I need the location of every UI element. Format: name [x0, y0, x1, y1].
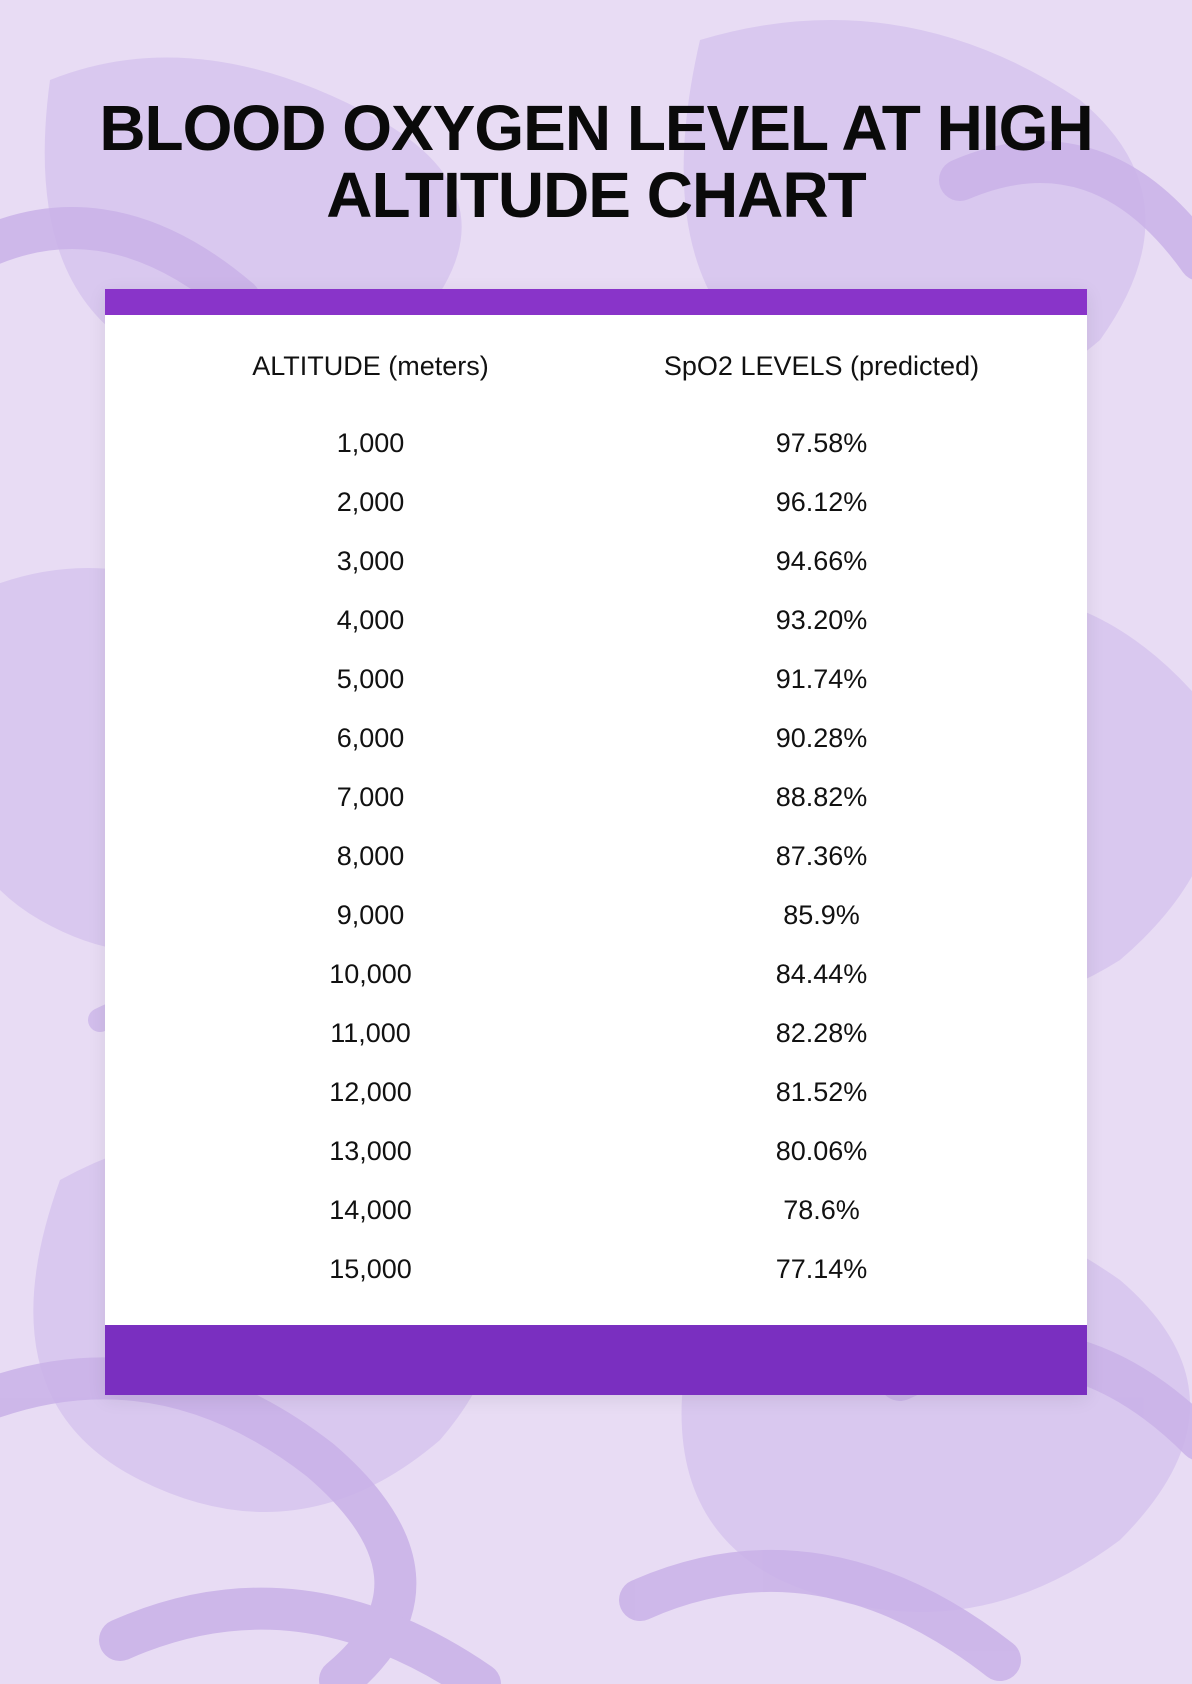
cell-altitude: 11,000	[145, 1018, 596, 1049]
cell-altitude: 5,000	[145, 664, 596, 695]
cell-spo2: 97.58%	[596, 428, 1047, 459]
cell-spo2: 77.14%	[596, 1254, 1047, 1285]
cell-altitude: 2,000	[145, 487, 596, 518]
table-row: 10,00084.44%	[145, 959, 1047, 990]
table-row: 12,00081.52%	[145, 1077, 1047, 1108]
table-row: 7,00088.82%	[145, 782, 1047, 813]
cell-spo2: 93.20%	[596, 605, 1047, 636]
card-bottom-bar	[105, 1325, 1087, 1395]
table-header-row: ALTITUDE (meters) SpO2 LEVELS (predicted…	[145, 351, 1047, 400]
cell-spo2: 84.44%	[596, 959, 1047, 990]
table-row: 14,00078.6%	[145, 1195, 1047, 1226]
chart-title: BLOOD OXYGEN LEVEL AT HIGH ALTITUDE CHAR…	[0, 0, 1192, 229]
cell-spo2: 94.66%	[596, 546, 1047, 577]
cell-altitude: 14,000	[145, 1195, 596, 1226]
cell-altitude: 10,000	[145, 959, 596, 990]
cell-spo2: 82.28%	[596, 1018, 1047, 1049]
cell-altitude: 4,000	[145, 605, 596, 636]
cell-altitude: 8,000	[145, 841, 596, 872]
table-row: 2,00096.12%	[145, 487, 1047, 518]
cell-altitude: 1,000	[145, 428, 596, 459]
cell-altitude: 7,000	[145, 782, 596, 813]
table-row: 5,00091.74%	[145, 664, 1047, 695]
table-row: 15,00077.14%	[145, 1254, 1047, 1285]
cell-spo2: 88.82%	[596, 782, 1047, 813]
cell-altitude: 13,000	[145, 1136, 596, 1167]
column-header-spo2: SpO2 LEVELS (predicted)	[596, 351, 1047, 382]
table-row: 3,00094.66%	[145, 546, 1047, 577]
cell-spo2: 91.74%	[596, 664, 1047, 695]
table-row: 4,00093.20%	[145, 605, 1047, 636]
cell-altitude: 9,000	[145, 900, 596, 931]
table-row: 11,00082.28%	[145, 1018, 1047, 1049]
cell-spo2: 90.28%	[596, 723, 1047, 754]
table-row: 6,00090.28%	[145, 723, 1047, 754]
cell-spo2: 96.12%	[596, 487, 1047, 518]
cell-altitude: 3,000	[145, 546, 596, 577]
table-row: 13,00080.06%	[145, 1136, 1047, 1167]
table-row: 9,00085.9%	[145, 900, 1047, 931]
cell-altitude: 6,000	[145, 723, 596, 754]
data-table: ALTITUDE (meters) SpO2 LEVELS (predicted…	[105, 315, 1087, 1325]
cell-spo2: 81.52%	[596, 1077, 1047, 1108]
data-card: ALTITUDE (meters) SpO2 LEVELS (predicted…	[105, 289, 1087, 1395]
cell-spo2: 78.6%	[596, 1195, 1047, 1226]
table-row: 1,00097.58%	[145, 428, 1047, 459]
column-header-altitude: ALTITUDE (meters)	[145, 351, 596, 382]
cell-altitude: 12,000	[145, 1077, 596, 1108]
table-row: 8,00087.36%	[145, 841, 1047, 872]
cell-spo2: 87.36%	[596, 841, 1047, 872]
cell-spo2: 80.06%	[596, 1136, 1047, 1167]
card-top-bar	[105, 289, 1087, 315]
cell-altitude: 15,000	[145, 1254, 596, 1285]
cell-spo2: 85.9%	[596, 900, 1047, 931]
